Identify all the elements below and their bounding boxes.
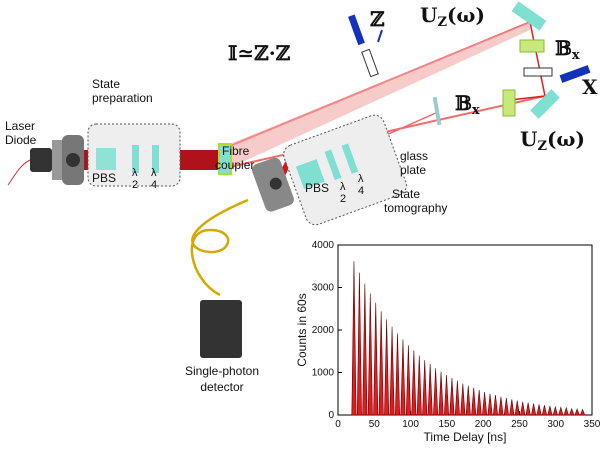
x-element	[524, 68, 552, 76]
wire	[8, 160, 30, 185]
x-tick-label: 100	[402, 419, 419, 430]
chart: 0 1000 2000 3000 4000 0 50 100 150 200 250 300 350 Ti…	[295, 240, 601, 444]
peak	[559, 407, 563, 415]
peak	[493, 395, 497, 415]
x-tick-label: 50	[369, 419, 381, 430]
peak	[379, 311, 383, 415]
laser-body	[30, 148, 52, 172]
x-tick-label: 250	[511, 419, 528, 430]
peak	[477, 390, 481, 415]
peak	[390, 327, 394, 415]
peak	[548, 406, 552, 415]
x-axis-label: Time Delay [ns]	[424, 430, 507, 444]
peak	[412, 350, 416, 415]
y-tick-label: 2000	[312, 325, 335, 336]
peak	[537, 404, 541, 415]
peak	[575, 409, 579, 415]
peak	[482, 392, 486, 415]
peak	[526, 403, 530, 415]
y-axis-label: Counts in 60s	[295, 293, 309, 366]
peak	[542, 405, 546, 415]
birefringent	[520, 40, 544, 52]
peak	[444, 375, 448, 415]
label: PBS	[305, 181, 329, 195]
peak	[510, 399, 514, 415]
label: UZ(ω)	[520, 127, 585, 154]
fibre	[192, 200, 248, 295]
laser-mount	[52, 140, 62, 180]
peak	[570, 409, 574, 415]
y-tick-label: 3000	[312, 283, 335, 294]
peak	[401, 339, 405, 415]
label: 𝕀≃ℤ·ℤ	[228, 41, 291, 65]
peak	[384, 319, 388, 415]
peak	[395, 333, 399, 415]
peak	[504, 398, 508, 415]
peak	[564, 408, 568, 415]
peak	[439, 372, 443, 415]
peak	[357, 273, 361, 415]
peak	[553, 407, 557, 415]
peak	[580, 409, 584, 415]
arrow	[378, 30, 382, 42]
label: 𝔹x	[455, 91, 480, 118]
detector	[200, 300, 242, 358]
y-tick-label: 0	[328, 410, 334, 421]
label: 𝔹x	[555, 36, 580, 63]
pbs	[96, 148, 116, 170]
peak	[488, 394, 492, 415]
peak	[472, 388, 476, 415]
peak	[428, 364, 432, 415]
z-element	[362, 49, 378, 76]
peak	[499, 397, 503, 415]
peak	[433, 368, 437, 415]
peak	[455, 381, 459, 415]
peak	[363, 284, 367, 415]
label: ℤ	[370, 7, 385, 31]
peak	[515, 401, 519, 415]
z-gate	[348, 15, 365, 46]
peak	[521, 402, 525, 415]
birefringent	[503, 90, 515, 116]
y-tick-label: 1000	[312, 368, 335, 379]
label: UZ(ω)	[420, 3, 485, 30]
y-tick-label: 4000	[312, 240, 335, 251]
label: X	[582, 75, 598, 99]
peak	[352, 261, 356, 415]
figure: LaserDiode Statepreparation PBS λ2 λ4 𝕀≃…	[0, 0, 608, 450]
peak	[374, 303, 378, 415]
peak	[368, 293, 372, 415]
peak	[461, 384, 465, 415]
peak	[466, 386, 470, 415]
x-tick-label: 200	[475, 419, 492, 430]
x-tick-label: 350	[584, 419, 601, 430]
x-tick-label: 0	[335, 419, 341, 430]
x-tick-label: 150	[439, 419, 456, 430]
x-tick-label: 300	[547, 419, 564, 430]
peak	[450, 378, 454, 415]
peak	[423, 360, 427, 415]
peak	[406, 345, 410, 415]
label: PBS	[92, 171, 116, 185]
peak	[417, 356, 421, 416]
laser-lens	[66, 153, 80, 167]
peak	[531, 404, 535, 415]
